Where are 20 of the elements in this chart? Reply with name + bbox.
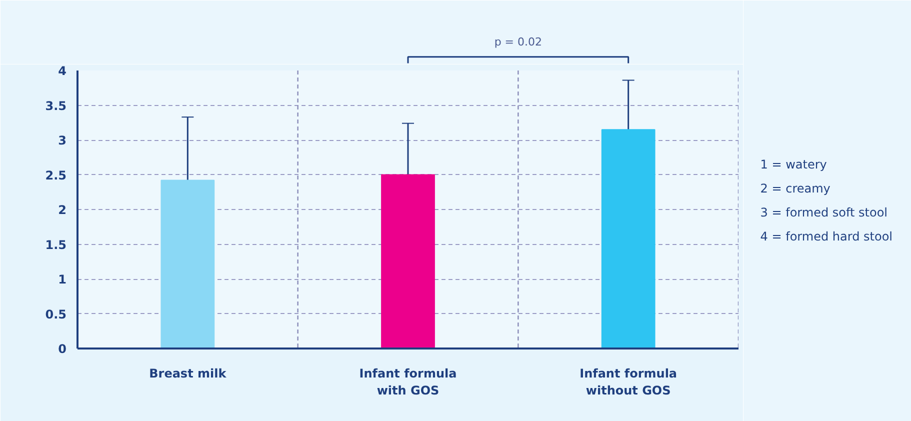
y-tick-label: 1.5: [45, 238, 67, 252]
y-tick-label: 3.5: [45, 98, 67, 113]
text: p = 0.02: [494, 36, 542, 48]
bar: [381, 174, 435, 348]
bar: [160, 180, 215, 348]
text: 1 = watery: [760, 158, 827, 172]
text: 4 = formed hard stool: [760, 230, 893, 244]
y-tick-label: 0: [58, 342, 67, 356]
bar: [601, 129, 656, 348]
y-tick-label: 3: [58, 134, 67, 148]
y-tick-label: 4: [58, 64, 67, 78]
text: 2 = creamy: [760, 182, 830, 196]
y-tick-label: 0.5: [45, 307, 67, 322]
y-tick-label: 2.5: [45, 168, 67, 182]
x-tick-label: Infant formula with GOS: [359, 366, 457, 398]
x-tick-label: Infant formula without GOS: [580, 366, 678, 398]
x-tick-label: Breast milk: [149, 366, 228, 380]
y-tick-label: 2: [58, 203, 67, 217]
text: 3 = formed soft stool: [760, 206, 888, 220]
y-tick-label: 1: [58, 272, 67, 286]
